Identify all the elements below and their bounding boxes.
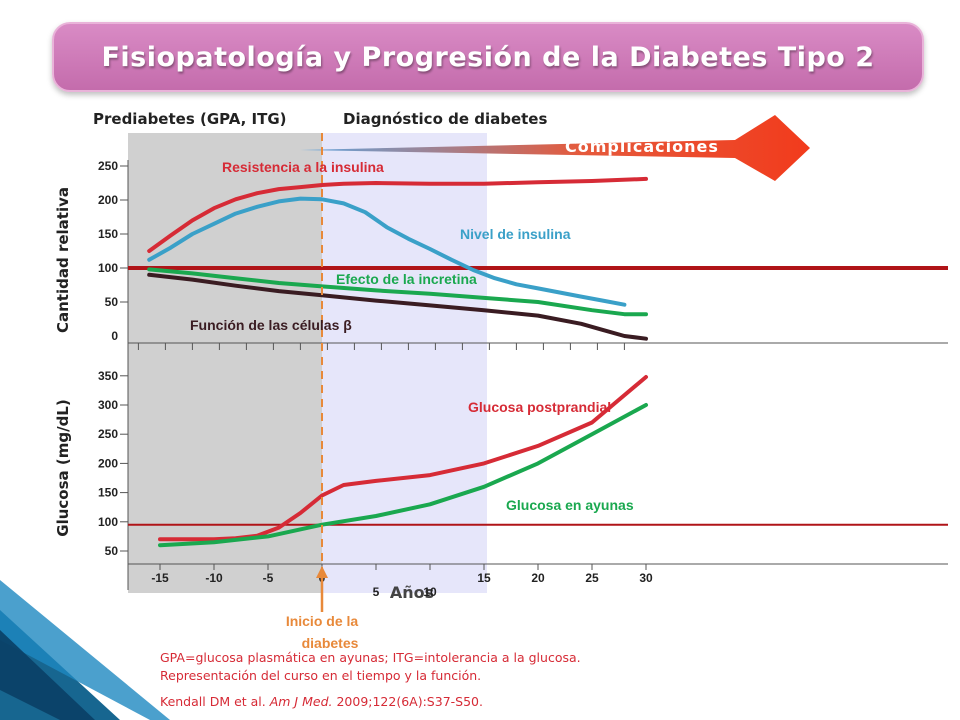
x-tick-label: 5 [373, 585, 380, 599]
reference-journal: Am J Med. [269, 694, 333, 709]
label-insulina: Nivel de insulina [460, 226, 571, 242]
x-tick-label: -5 [263, 571, 274, 585]
bottom-y-ticks: 350 300 250 200 150 100 50 [98, 369, 128, 558]
label-postprandial: Glucosa postprandial [468, 399, 611, 415]
label-celulas-beta: Función de las células β [190, 317, 352, 333]
top-y-tick-label: 50 [105, 295, 119, 309]
reference-authors: Kendall DM et al. [160, 694, 270, 709]
diagnosis-label: Diagnóstico de diabetes [343, 110, 547, 128]
prediabetes-label: Prediabetes (GPA, ITG) [93, 110, 287, 128]
label-ayunas: Glucosa en ayunas [506, 497, 634, 513]
series-glucosa-ayunas [158, 403, 648, 548]
bottom-y-tick-label: 50 [105, 544, 119, 558]
onset-label-line1: Inicio de la [286, 613, 359, 629]
x-tick-label: 25 [585, 571, 599, 585]
x-tick-label: -15 [151, 571, 169, 585]
decorative-ribbon [0, 580, 170, 720]
series-nivel-insulina [147, 196, 627, 307]
label-incretina: Efecto de la incretina [336, 271, 477, 287]
complications-label: Complicaciones [565, 137, 719, 156]
x-tick-label: 20 [531, 571, 545, 585]
reference-details: 2009;122(6A):S37-S50. [332, 694, 483, 709]
onset-arrow-head [316, 566, 328, 578]
series-funcion-celulas-beta [147, 272, 648, 341]
footnote-reference: Kendall DM et al. Am J Med. 2009;122(6A)… [160, 694, 483, 709]
series-resistencia-insulina [147, 176, 648, 253]
x-tick-label: 30 [639, 571, 653, 585]
top-y-tick-label: 100 [98, 261, 118, 275]
bottom-y-tick-label: 200 [98, 456, 118, 470]
series-efecto-incretina [147, 267, 648, 317]
x-tick-label: 15 [477, 571, 491, 585]
label-resistencia: Resistencia a la insulina [222, 159, 384, 175]
series-layer [147, 176, 648, 548]
bottom-y-tick-label: 250 [98, 427, 118, 441]
x-tick-label: -10 [205, 571, 223, 585]
bottom-y-tick-label: 100 [98, 515, 118, 529]
footnote-line1: GPA=glucosa plasmática en ayunas; ITG=in… [160, 650, 581, 665]
top-y-ticks: 250 200 150 100 50 0 [98, 159, 128, 343]
bottom-y-axis-title: Glucosa (mg/dL) [54, 399, 72, 536]
top-y-tick-label: 250 [98, 159, 118, 173]
onset-label-line2: diabetes [302, 635, 359, 651]
complications-arrow [300, 115, 810, 181]
reference-lines [128, 266, 948, 526]
x-axis-title: Años [390, 583, 434, 602]
bottom-y-tick-label: 300 [98, 398, 118, 412]
top-y-tick-label: 0 [111, 329, 118, 343]
prediabetes-zone [128, 133, 322, 593]
x-tick-label: 10 [423, 585, 437, 599]
top-y-axis-title: Cantidad relativa [54, 187, 72, 333]
top-y-tick-label: 150 [98, 227, 118, 241]
bottom-y-tick-label: 350 [98, 369, 118, 383]
title-banner: Fisiopatología y Progresión de la Diabet… [52, 22, 924, 92]
top-y-tick-label: 200 [98, 193, 118, 207]
bottom-y-tick-label: 150 [98, 486, 118, 500]
diagnosis-zone [322, 133, 487, 593]
footnote-line2: Representación del curso en el tiempo y … [160, 668, 481, 683]
page-title: Fisiopatología y Progresión de la Diabet… [101, 41, 875, 73]
series-glucosa-postprandial [158, 375, 648, 542]
